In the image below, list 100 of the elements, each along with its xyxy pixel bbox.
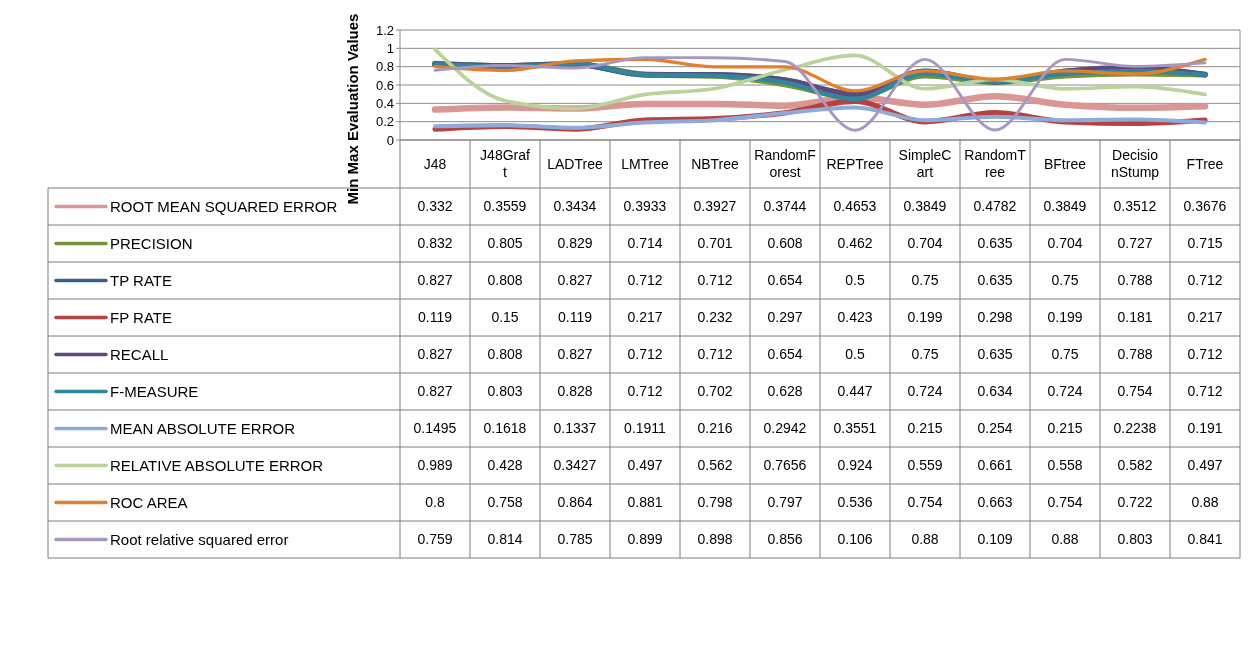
- data-label: 0.827: [557, 346, 593, 363]
- data-label: 0.4782: [973, 198, 1017, 215]
- x-tick-label: FTree: [1186, 155, 1224, 172]
- data-label: 0.704: [1047, 235, 1083, 252]
- data-label: 0.2238: [1113, 420, 1157, 437]
- data-label: 0.191: [1187, 420, 1223, 437]
- data-label: 0.559: [907, 457, 943, 474]
- x-tick-label: LADTree: [547, 155, 603, 172]
- data-label: 0.5: [845, 272, 865, 289]
- data-label: 0.654: [767, 346, 803, 363]
- data-label: 0.654: [767, 272, 803, 289]
- legend-label: ROOT MEAN SQUARED ERROR: [110, 197, 338, 215]
- data-label: 0.628: [767, 383, 803, 400]
- data-label: 0.3927: [693, 198, 737, 215]
- y-tick-label: 0: [386, 132, 394, 148]
- data-label: 0.754: [1047, 494, 1083, 511]
- data-label: 0.1911: [624, 420, 667, 437]
- legend-label: FP RATE: [110, 308, 172, 326]
- data-label: 0.899: [627, 531, 663, 548]
- data-label: 0.75: [1051, 346, 1079, 363]
- data-label: 0.199: [1047, 309, 1083, 326]
- data-label: 0.635: [977, 272, 1013, 289]
- data-label: 0.805: [487, 235, 523, 252]
- y-tick-label: 0.4: [375, 95, 394, 111]
- data-label: 0.558: [1047, 457, 1083, 474]
- data-label: 0.758: [487, 494, 523, 511]
- data-label: 0.106: [837, 531, 873, 548]
- data-label: 0.88: [1191, 494, 1219, 511]
- x-tick-label: NBTree: [691, 155, 740, 172]
- data-label: 0.199: [907, 309, 943, 326]
- data-label: 0.712: [697, 346, 733, 363]
- data-label: 0.1618: [483, 420, 527, 437]
- data-label: 0.297: [767, 309, 803, 326]
- data-label: 0.298: [977, 309, 1013, 326]
- legend-label: RECALL: [110, 345, 169, 363]
- data-label: 0.217: [627, 309, 663, 326]
- legend-label: ROC AREA: [110, 493, 188, 511]
- data-label: 0.75: [1051, 272, 1079, 289]
- data-label: 0.7656: [763, 457, 807, 474]
- data-label: 0.254: [977, 420, 1013, 437]
- data-label: 0.217: [1187, 309, 1223, 326]
- data-label: 0.924: [837, 457, 873, 474]
- data-label: 0.232: [697, 309, 733, 326]
- data-label: 0.714: [627, 235, 663, 252]
- data-label: 0.712: [1187, 383, 1223, 400]
- data-label: 0.3512: [1113, 198, 1157, 215]
- data-label: 0.3744: [763, 198, 807, 215]
- legend-label: Root relative squared error: [110, 530, 289, 548]
- data-label: 0.712: [1187, 272, 1223, 289]
- y-tick-label: 1.2: [375, 22, 394, 38]
- data-label: 0.562: [697, 457, 733, 474]
- data-label: 0.635: [977, 346, 1013, 363]
- data-label: 0.582: [1117, 457, 1153, 474]
- data-label: 0.8: [425, 494, 445, 511]
- data-label: 0.701: [697, 235, 733, 252]
- x-tick-label: BFtree: [1043, 155, 1087, 172]
- data-label: 0.827: [417, 383, 453, 400]
- data-label: 0.497: [1187, 457, 1223, 474]
- legend-label: TP RATE: [110, 271, 172, 289]
- data-label: 0.788: [1117, 346, 1153, 363]
- x-tick-label: J48Graft: [480, 147, 530, 181]
- data-label: 0.119: [558, 309, 593, 326]
- data-label: 0.797: [767, 494, 803, 511]
- data-label: 0.814: [487, 531, 523, 548]
- data-label: 0.754: [907, 494, 943, 511]
- data-label: 0.608: [767, 235, 803, 252]
- data-label: 0.712: [1187, 346, 1223, 363]
- legend-label: MEAN ABSOLUTE ERROR: [110, 419, 296, 437]
- data-label: 0.462: [837, 235, 873, 252]
- data-label: 0.832: [417, 235, 453, 252]
- data-label: 0.3551: [833, 420, 877, 437]
- data-label: 0.829: [557, 235, 593, 252]
- data-label: 0.808: [487, 346, 523, 363]
- data-label: 0.785: [557, 531, 593, 548]
- data-label: 0.989: [417, 457, 453, 474]
- data-label: 0.15: [491, 309, 519, 326]
- line-series: [433, 47, 1207, 111]
- data-label: 0.4653: [833, 198, 877, 215]
- data-label: 0.635: [977, 235, 1013, 252]
- data-label: 0.702: [697, 383, 733, 400]
- data-label: 0.3933: [623, 198, 667, 215]
- line-series: [433, 56, 1207, 132]
- x-tick-label: DecisionStump: [1110, 147, 1160, 181]
- data-label: 0.447: [837, 383, 873, 400]
- line-series: [432, 105, 1208, 130]
- y-tick-label: 0.6: [375, 77, 394, 93]
- data-label: 0.803: [1117, 531, 1153, 548]
- data-label: 0.119: [418, 309, 453, 326]
- data-label: 0.759: [417, 531, 453, 548]
- data-label: 0.88: [1051, 531, 1079, 548]
- data-label: 0.634: [977, 383, 1013, 400]
- data-label: 0.724: [1047, 383, 1083, 400]
- data-label: 0.5: [845, 346, 865, 363]
- y-tick-label: 1: [386, 40, 394, 56]
- data-label: 0.724: [907, 383, 943, 400]
- data-label: 0.712: [627, 272, 663, 289]
- data-label: 0.2942: [763, 420, 807, 437]
- data-label: 0.663: [977, 494, 1013, 511]
- data-label: 0.216: [697, 420, 733, 437]
- data-label: 0.827: [417, 346, 453, 363]
